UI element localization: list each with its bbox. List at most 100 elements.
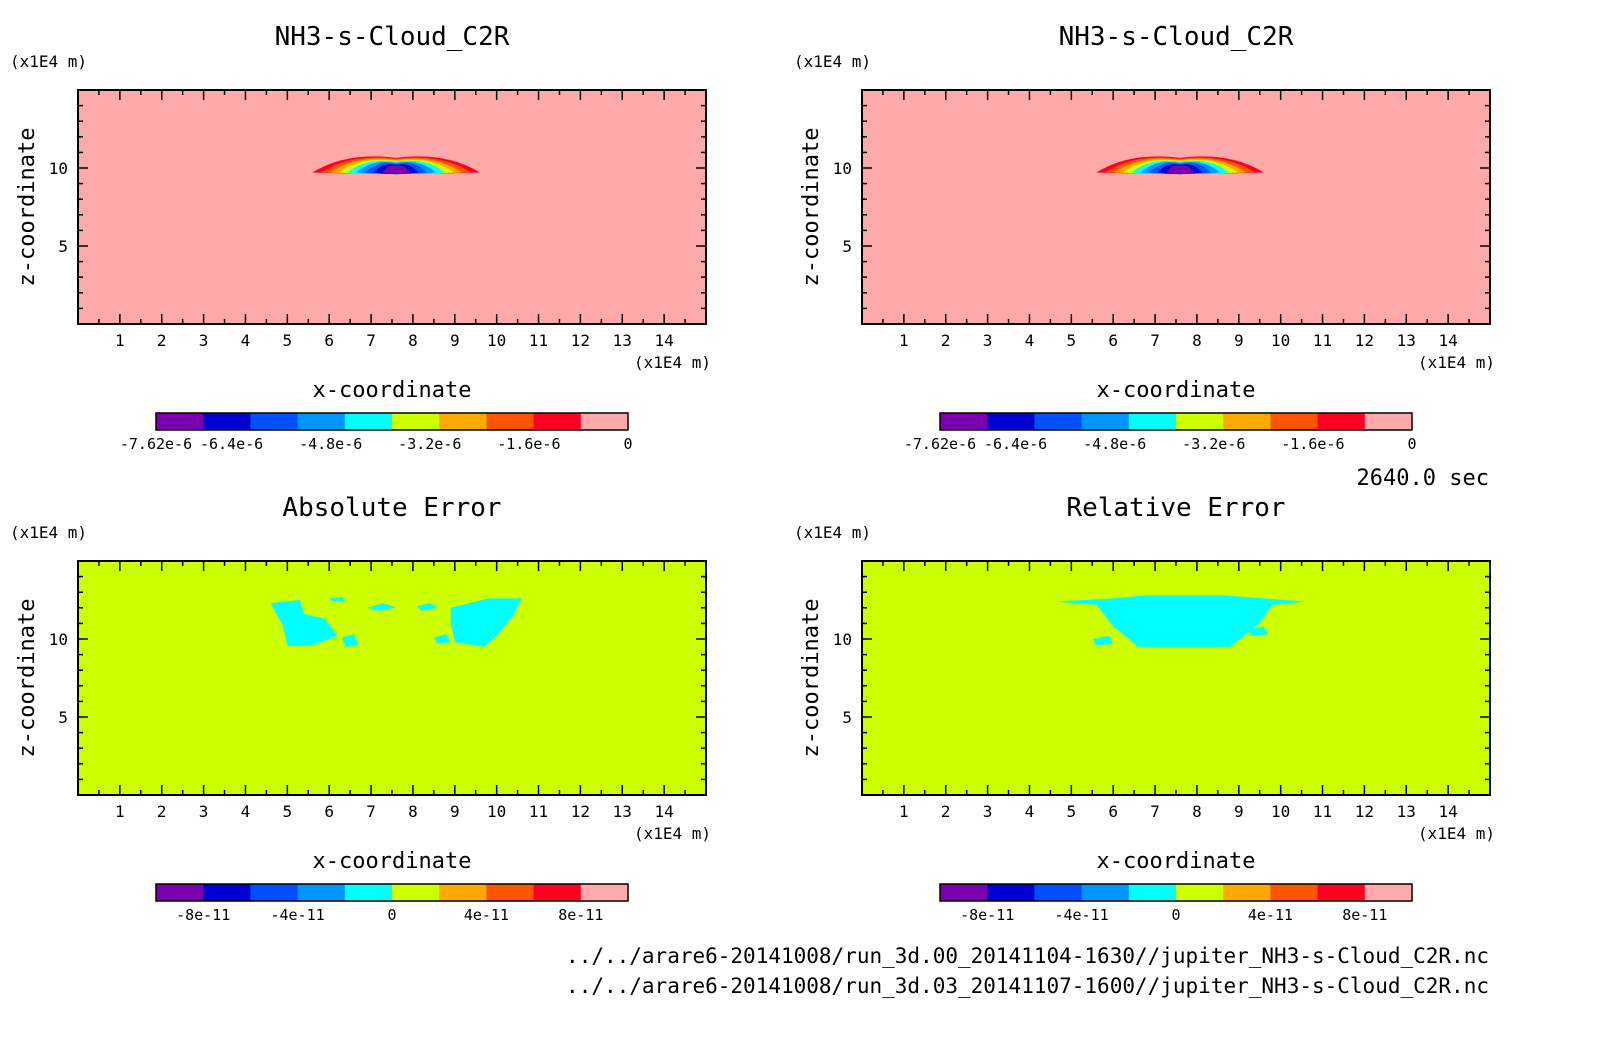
colorbar-swatch [1034, 413, 1083, 430]
colorbar-tick-label: 0 [387, 906, 396, 924]
y-unit-label: (x1E4 m) [794, 52, 871, 71]
x-tick-label: 13 [1397, 802, 1416, 821]
x-tick-label: 12 [1355, 331, 1374, 350]
colorbar-tick-label: 8e-11 [1342, 906, 1387, 924]
x-tick-label: 11 [1313, 331, 1332, 350]
x-tick-label: 10 [1271, 331, 1290, 350]
x-tick-label: 11 [529, 802, 548, 821]
colorbar-tick-label: -6.4e-6 [200, 435, 263, 453]
y-tick-label: 5 [842, 708, 852, 727]
colorbar-tick-label: 0 [1171, 906, 1180, 924]
x-tick-label: 3 [199, 802, 209, 821]
panel-title: Absolute Error [282, 493, 501, 523]
x-tick-label: 14 [1439, 331, 1458, 350]
x-tick-label: 9 [1234, 331, 1244, 350]
x-tick-label: 3 [199, 331, 209, 350]
colorbar-tick-label: -4e-11 [271, 906, 325, 924]
colorbar-swatch [486, 413, 535, 430]
x-tick-label: 6 [1108, 802, 1118, 821]
x-tick-label: 6 [1108, 331, 1118, 350]
x-tick-label: 11 [1313, 802, 1332, 821]
cloud-band-9 [1166, 165, 1194, 175]
x-tick-label: 13 [613, 331, 632, 350]
panel-3: Absolute Error(x1E4 m)(x1E4 m)1 2 3 4 5 6 7 8 9 1… [10, 493, 711, 924]
colorbar-swatch [987, 884, 1035, 901]
colorbar-tick-label: -7.62e-6 [904, 435, 976, 453]
colorbar-swatch [1317, 884, 1366, 901]
colorbar-swatch [1364, 413, 1413, 430]
x-tick-label: 1 [115, 802, 125, 821]
x-unit-label: (x1E4 m) [1418, 824, 1495, 843]
time-label: 2640.0 sec [1357, 466, 1489, 491]
colorbar-swatch [1128, 413, 1177, 430]
colorbar-swatch [1270, 413, 1319, 430]
colorbar-tick-label: -6.4e-6 [984, 435, 1047, 453]
panel-2: NH3-s-Cloud_C2R(x1E4 m)(x1E4 m)1 2 3 4 5 6 7 8 9… [794, 22, 1495, 453]
colorbar-tick-label: -1.6e-6 [1281, 435, 1344, 453]
colorbar-swatch [203, 413, 251, 430]
colorbar-tick-label: -8e-11 [176, 906, 230, 924]
colorbar-swatch [250, 884, 299, 901]
x-axis-label: x-coordinate [1097, 378, 1256, 403]
x-tick-label: 3 [983, 802, 993, 821]
x-unit-label: (x1E4 m) [634, 353, 711, 372]
colorbar-swatch [439, 413, 487, 430]
colorbar-tick-label: 4e-11 [464, 906, 509, 924]
y-axis-label: z-coordinate [15, 599, 40, 758]
x-tick-label: 2 [941, 331, 951, 350]
colorbar-swatch [533, 884, 582, 901]
y-tick-label: 10 [833, 159, 852, 178]
x-tick-label: 9 [450, 802, 460, 821]
x-axis-label: x-coordinate [1097, 849, 1256, 874]
colorbar-frame [155, 412, 629, 431]
plot-background [78, 561, 706, 795]
colorbar-tick-label: -4e-11 [1055, 906, 1109, 924]
colorbar-tick-label: -1.6e-6 [497, 435, 560, 453]
x-tick-label: 8 [408, 802, 418, 821]
panel-title: NH3-s-Cloud_C2R [1059, 22, 1294, 52]
x-tick-label: 1 [899, 802, 909, 821]
colorbar-tick-label: 4e-11 [1248, 906, 1293, 924]
colorbar-swatch [1270, 884, 1319, 901]
x-tick-label: 3 [983, 331, 993, 350]
colorbar-tick-label: 8e-11 [558, 906, 603, 924]
x-tick-label: 2 [941, 802, 951, 821]
colorbar-swatch [940, 884, 988, 901]
error-patch-3 [1247, 626, 1269, 636]
field-layer [1054, 595, 1306, 647]
colorbar-swatch [987, 413, 1035, 430]
file-path: ../../arare6-20141008/run_3d.03_20141107… [566, 974, 1489, 998]
error-patch-7 [329, 596, 346, 602]
file-path: ../../arare6-20141008/run_3d.00_20141104… [566, 944, 1489, 968]
x-tick-label: 7 [366, 331, 376, 350]
plot-background [862, 90, 1490, 324]
cloud-band-9 [382, 165, 410, 175]
x-tick-label: 10 [487, 331, 506, 350]
colorbar-tick-label: -4.8e-6 [1083, 435, 1146, 453]
colorbar-tick-label: -3.2e-6 [1182, 435, 1245, 453]
x-tick-label: 7 [1150, 331, 1160, 350]
x-unit-label: (x1E4 m) [634, 824, 711, 843]
x-axis-label: x-coordinate [313, 849, 472, 874]
colorbar-swatch [1176, 413, 1224, 430]
panel-title: Relative Error [1066, 493, 1285, 523]
x-tick-label: 11 [529, 331, 548, 350]
colorbar-frame [939, 883, 1413, 902]
colorbar-tick-label: -4.8e-6 [299, 435, 362, 453]
y-tick-label: 10 [49, 159, 68, 178]
x-tick-label: 1 [899, 331, 909, 350]
colorbar-swatch [1223, 884, 1271, 901]
colorbar-frame [155, 883, 629, 902]
colorbar-swatch [1176, 884, 1224, 901]
x-tick-label: 7 [1150, 802, 1160, 821]
x-axis-label: x-coordinate [313, 378, 472, 403]
x-tick-label: 5 [1067, 331, 1077, 350]
error-patch-4 [366, 603, 397, 611]
colorbar-swatch [1364, 884, 1413, 901]
x-tick-label: 9 [1234, 802, 1244, 821]
x-tick-label: 6 [324, 802, 334, 821]
field-layer [1096, 156, 1264, 175]
colorbar-swatch [1034, 884, 1083, 901]
x-tick-label: 9 [450, 331, 460, 350]
y-tick-label: 10 [833, 630, 852, 649]
